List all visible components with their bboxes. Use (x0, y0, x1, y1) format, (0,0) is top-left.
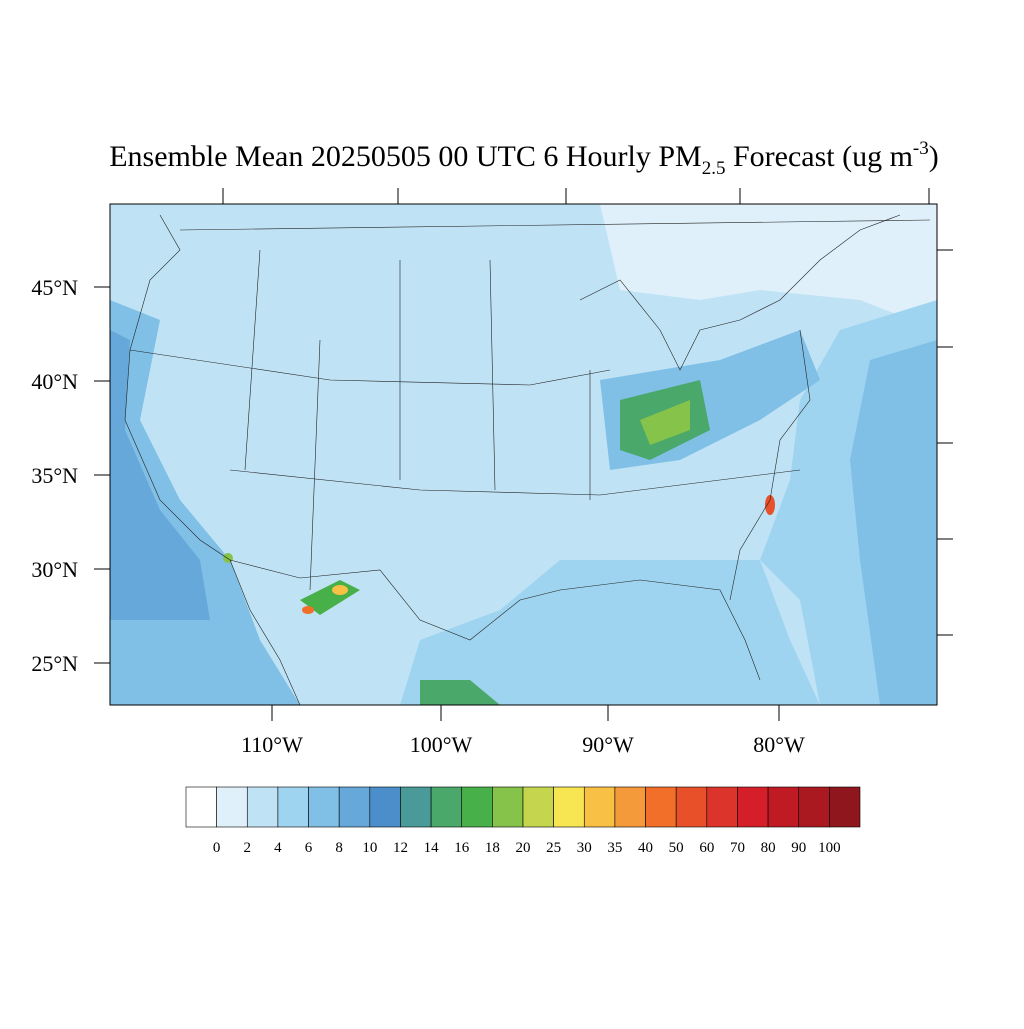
colorbar-box (645, 786, 677, 828)
colorbar-label: 16 (454, 840, 470, 856)
colorbar-box (798, 786, 830, 828)
colorbar-box (216, 786, 248, 828)
frame-ticks (94, 188, 953, 721)
colorbar-box (706, 786, 738, 828)
lon-label: 110°W (241, 732, 303, 757)
lat-label: 30°N (31, 557, 78, 582)
colorbar-label: 14 (424, 840, 440, 856)
colorbar-box (737, 786, 769, 828)
colorbar-box (675, 786, 708, 828)
lat-label: 25°N (31, 651, 78, 676)
lat-label: 40°N (31, 369, 78, 394)
colorbar-box (583, 786, 616, 828)
colorbar-box (185, 786, 217, 828)
lon-label: 90°W (582, 732, 634, 757)
colorbar-label: 40 (638, 840, 653, 856)
colorbar-label: 10 (362, 840, 377, 856)
colorbar-label: 25 (546, 840, 561, 856)
colorbar-box (277, 786, 309, 828)
colorbar-box (246, 786, 279, 828)
colorbar-label: 90 (791, 840, 806, 856)
colorbar-box (400, 786, 432, 828)
title-sub: 2.5 (702, 158, 726, 179)
lon-label: 80°W (753, 732, 805, 757)
colorbar-label: 18 (485, 840, 500, 856)
colorbar-label: 70 (730, 840, 745, 856)
lat-label: 35°N (31, 463, 78, 488)
colorbar-box (461, 786, 493, 828)
colorbar-box (614, 786, 646, 828)
colorbar-box (553, 786, 585, 828)
colorbar-label: 20 (516, 840, 531, 856)
lon-label: 100°W (410, 732, 473, 757)
colorbar-label: 0 (213, 840, 221, 856)
map-frame (109, 203, 938, 706)
colorbar-label: 50 (669, 840, 684, 856)
colorbar-label: 8 (335, 840, 343, 856)
colorbar-label: 80 (761, 840, 776, 856)
colorbar-box (829, 786, 861, 828)
colorbar-box (338, 786, 371, 828)
colorbar-box (522, 786, 554, 828)
colorbar-label: 35 (607, 840, 622, 856)
lat-label: 45°N (31, 275, 78, 300)
title-end: ) (929, 140, 939, 173)
title-main: Ensemble Mean 20250505 00 UTC 6 Hourly P… (109, 140, 701, 173)
colorbar-box (430, 786, 463, 828)
colorbar-box (308, 786, 340, 828)
title-mid: Forecast (ug m (725, 140, 912, 173)
colorbar-label: 60 (699, 840, 714, 856)
colorbar-label: 12 (393, 840, 408, 856)
colorbar-label: 4 (274, 840, 282, 856)
colorbar-box (369, 786, 401, 828)
colorbar-label: 30 (577, 840, 592, 856)
colorbar-label: 6 (305, 840, 313, 856)
colorbar-label: 2 (244, 840, 252, 856)
map-field (110, 204, 937, 705)
title-sup: -3 (913, 138, 929, 159)
colorbar-box (767, 786, 800, 828)
colorbar-label: 100 (818, 840, 841, 856)
colorbar-box (492, 786, 524, 828)
title: Ensemble Mean 20250505 00 UTC 6 Hourly P… (109, 138, 939, 179)
